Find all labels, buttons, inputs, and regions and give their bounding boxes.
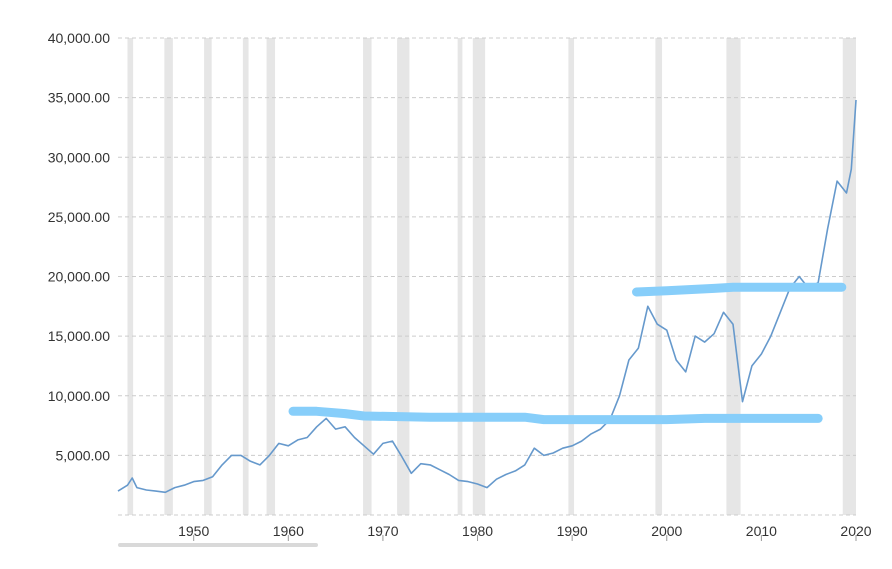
x-tick-label: 1990 xyxy=(557,523,588,539)
x-tick-label: 2020 xyxy=(840,523,871,539)
axes: 40,000.00 35,000.00 30,000.00 25,000.00 20,0… xyxy=(48,30,872,541)
y-tick-label: 15,000.00 xyxy=(48,328,110,344)
y-tick-label: 25,000.00 xyxy=(48,209,110,225)
y-tick-label: 20,000.00 xyxy=(48,269,110,285)
horizontal-scrollbar[interactable] xyxy=(118,543,318,547)
annotation-line xyxy=(288,406,823,425)
recession-band xyxy=(568,38,575,515)
y-tick-label: 5,000.00 xyxy=(56,447,111,463)
recession-band xyxy=(363,38,372,515)
annotation-line xyxy=(632,282,847,297)
recession-band xyxy=(266,38,276,515)
recession-band xyxy=(204,38,212,515)
recession-band xyxy=(457,38,463,515)
price-series-line xyxy=(117,99,857,494)
x-tick-label: 1970 xyxy=(367,523,398,539)
gridlines xyxy=(118,37,856,516)
series-layer xyxy=(117,99,857,494)
y-tick-label: 35,000.00 xyxy=(48,90,110,106)
x-tick-label: 2010 xyxy=(746,523,777,539)
x-tick-label: 1950 xyxy=(178,523,209,539)
annotation-layer xyxy=(288,282,847,425)
y-tick-label: 30,000.00 xyxy=(48,149,110,165)
y-tick-label: 40,000.00 xyxy=(48,30,110,46)
x-tick-label: 1960 xyxy=(273,523,304,539)
x-tick-label: 1980 xyxy=(462,523,493,539)
recession-band xyxy=(127,38,134,515)
y-tick-label: 10,000.00 xyxy=(48,388,110,404)
x-tick-label: 2000 xyxy=(651,523,682,539)
